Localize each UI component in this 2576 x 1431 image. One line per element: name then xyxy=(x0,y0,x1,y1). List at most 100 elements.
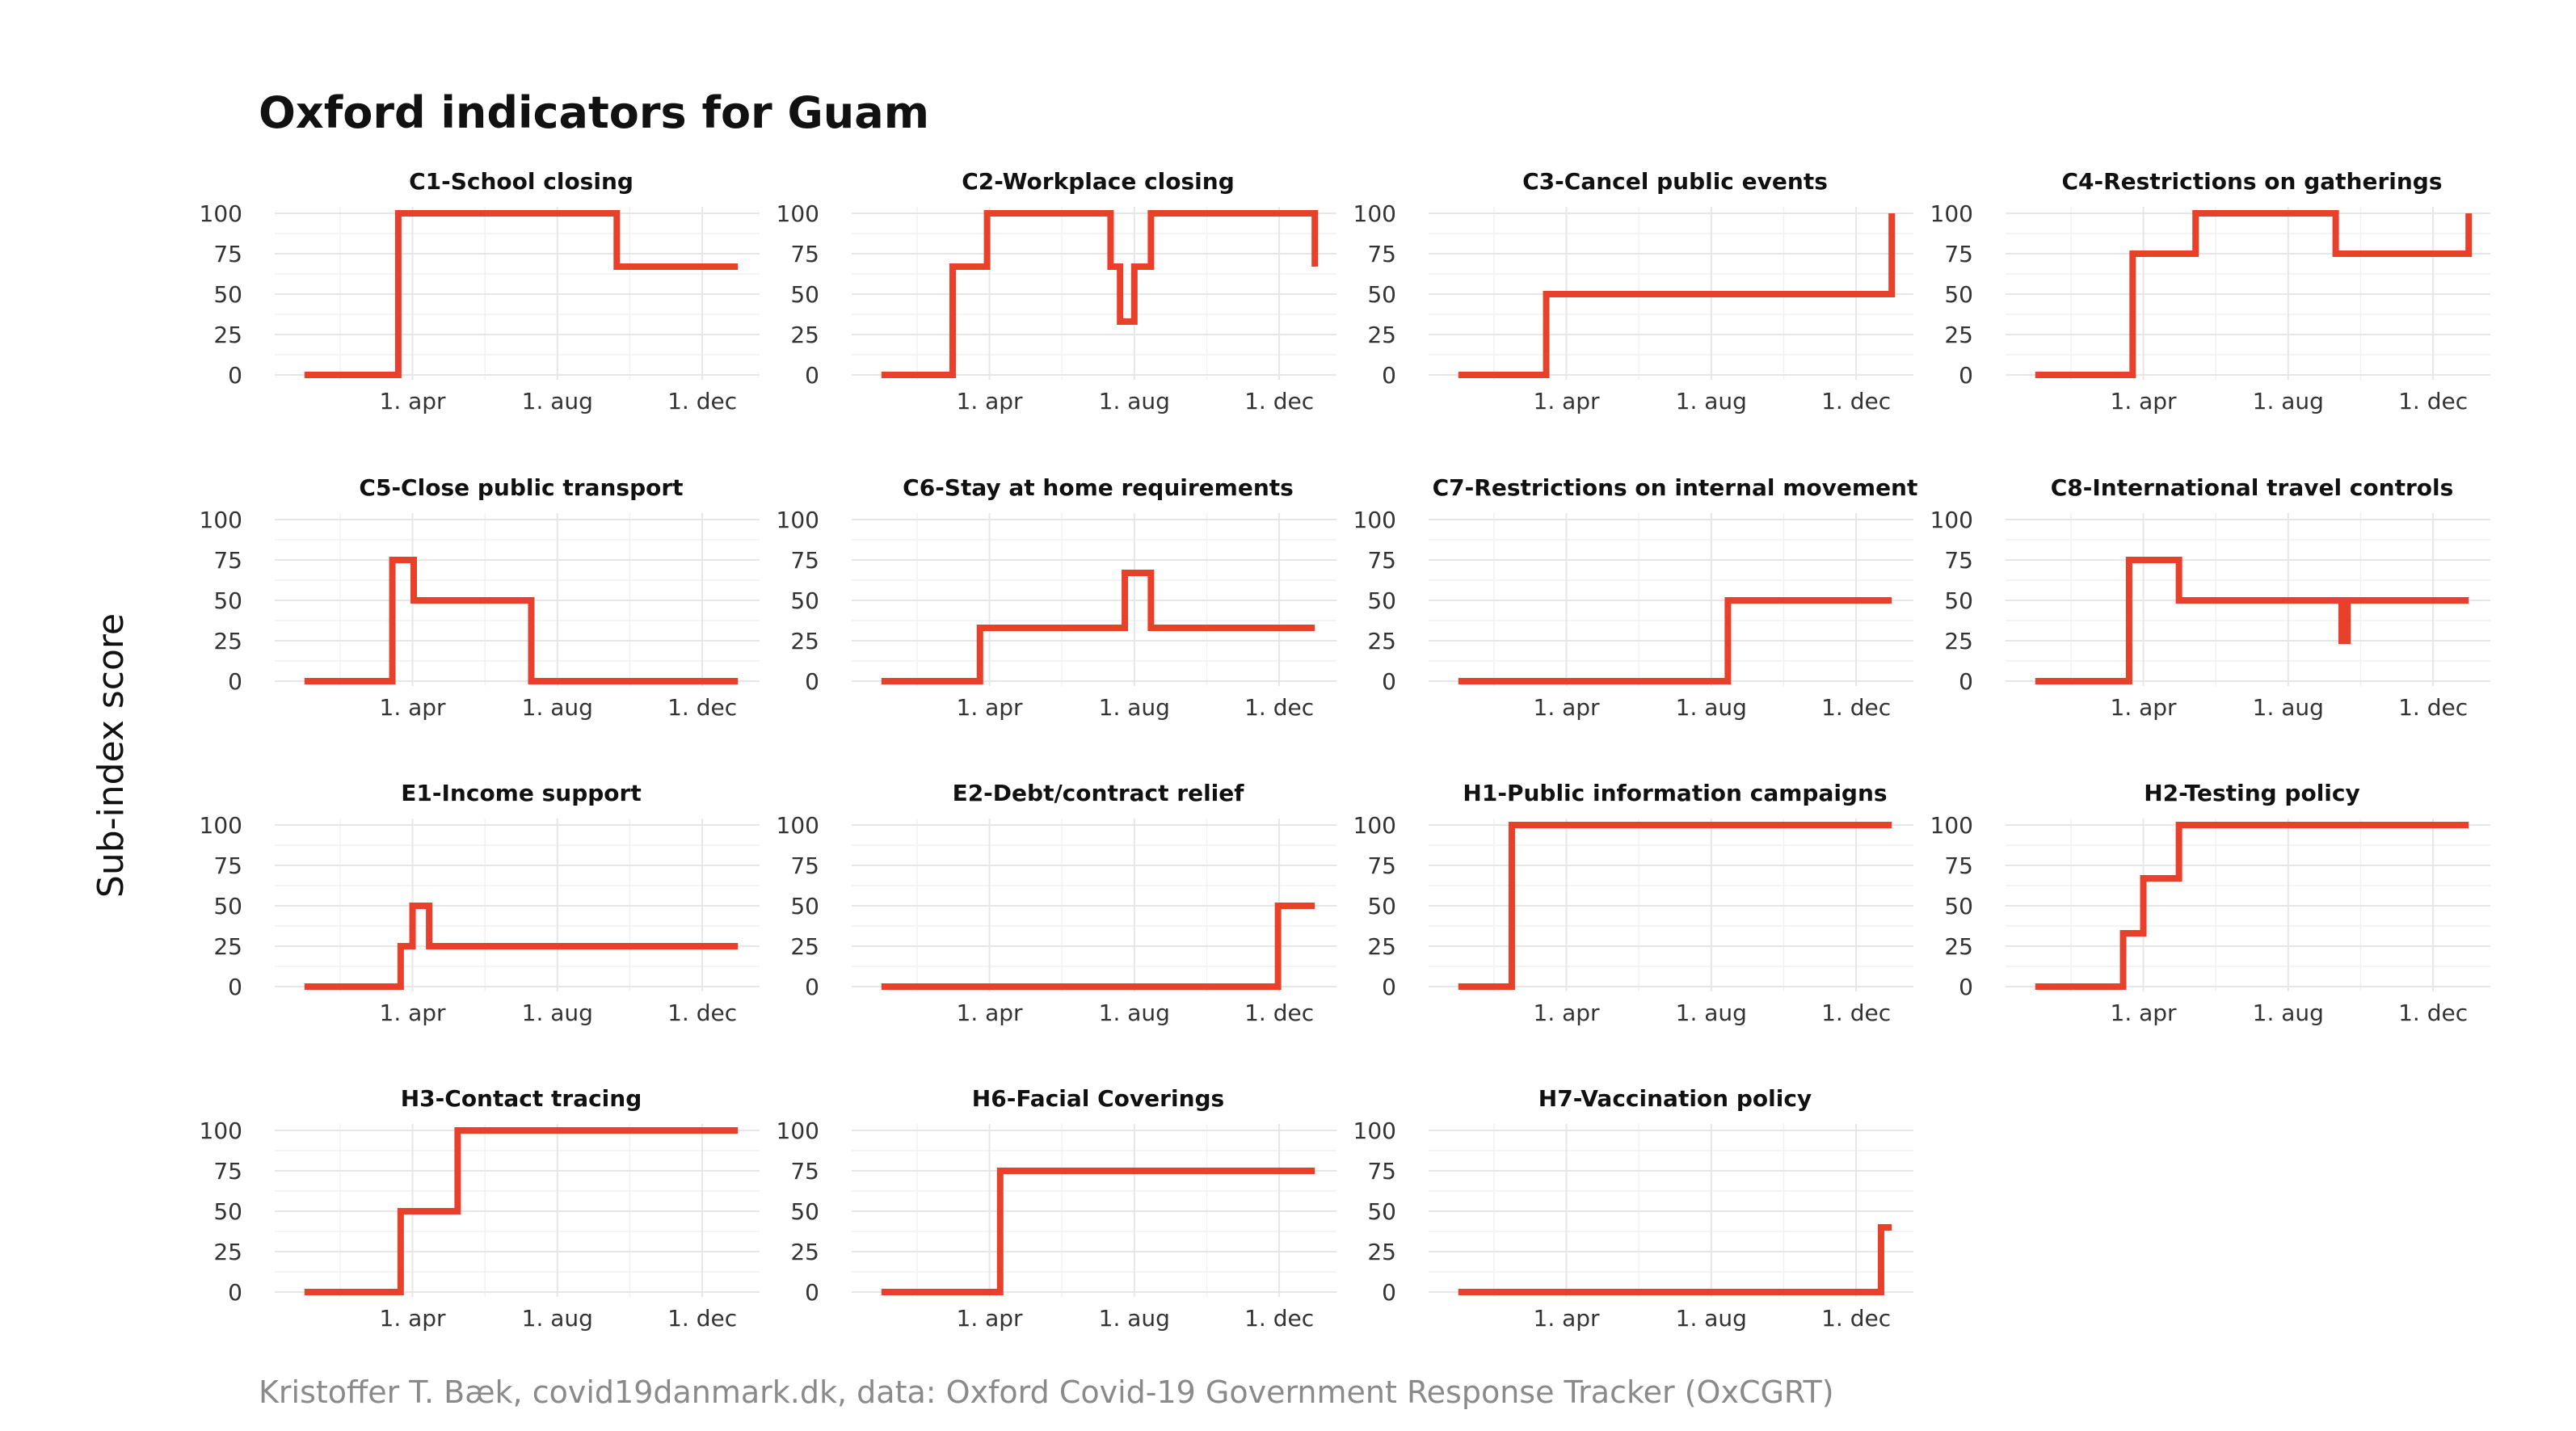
x-tick-label: 1. dec xyxy=(2398,694,2468,721)
series-line xyxy=(2035,557,2469,684)
panel-title: C4-Restrictions on gatherings xyxy=(2061,168,2442,195)
y-tick-label: 100 xyxy=(200,812,242,839)
panel: 0 25 50 75 100 1. apr 1. aug 1. dec H3-Contact t… xyxy=(200,1085,760,1332)
y-tick-label: 25 xyxy=(1367,628,1396,654)
x-tick-label: 1. apr xyxy=(1534,1000,1601,1026)
panel-title: E1-Income support xyxy=(401,780,641,806)
y-tick-label: 100 xyxy=(777,507,819,533)
series-line xyxy=(881,210,1319,378)
panel: 0 25 50 75 100 1. apr 1. aug 1. dec C7-Restricti… xyxy=(1353,474,1918,721)
x-tick-label: 1. apr xyxy=(957,694,1024,721)
panel-title: E2-Debt/contract relief xyxy=(953,780,1245,806)
series-line xyxy=(1458,597,1892,684)
panel-title: H7-Vaccination policy xyxy=(1538,1085,1812,1112)
y-tick-label: 50 xyxy=(790,1198,819,1225)
series-line xyxy=(304,557,739,684)
x-tick-label: 1. dec xyxy=(1244,694,1314,721)
y-tick-label: 50 xyxy=(1367,893,1396,920)
x-tick-label: 1. apr xyxy=(957,388,1024,415)
y-tick-label: 75 xyxy=(213,1158,242,1185)
series-line xyxy=(881,1168,1315,1295)
x-tick-label: 1. aug xyxy=(522,1305,593,1332)
x-tick-label: 1. apr xyxy=(380,1305,447,1332)
y-tick-label: 100 xyxy=(777,200,819,227)
x-tick-label: 1. apr xyxy=(1534,388,1601,415)
panel-title: C1-School closing xyxy=(409,168,633,195)
x-tick-label: 1. aug xyxy=(522,694,593,721)
y-tick-label: 75 xyxy=(213,241,242,267)
x-tick-label: 1. dec xyxy=(1821,694,1891,721)
x-tick-label: 1. aug xyxy=(1099,388,1170,415)
y-tick-label: 25 xyxy=(213,628,242,654)
y-tick-label: 50 xyxy=(1944,587,1973,614)
x-tick-label: 1. dec xyxy=(667,388,737,415)
panel: 0 25 50 75 100 1. apr 1. aug 1. dec C1-School cl… xyxy=(200,168,760,415)
y-tick-label: 0 xyxy=(805,1279,819,1306)
y-tick-label: 75 xyxy=(1367,241,1396,267)
y-tick-label: 25 xyxy=(213,1239,242,1265)
y-tick-label: 25 xyxy=(790,322,819,348)
y-tick-label: 25 xyxy=(1367,322,1396,348)
y-tick-label: 75 xyxy=(790,547,819,574)
x-tick-label: 1. apr xyxy=(1534,1305,1601,1332)
panel: 0 25 50 75 100 1. apr 1. aug 1. dec H2-Testing p… xyxy=(1930,780,2490,1026)
y-tick-label: 50 xyxy=(1944,893,1973,920)
y-tick-label: 0 xyxy=(805,362,819,389)
chart-title: Oxford indicators for Guam xyxy=(259,87,929,138)
y-tick-label: 75 xyxy=(1367,852,1396,879)
x-tick-label: 1. aug xyxy=(522,388,593,415)
y-tick-label: 75 xyxy=(1944,547,1973,574)
panel: 0 25 50 75 100 1. apr 1. aug 1. dec H7-Vaccinati… xyxy=(1353,1085,1913,1332)
y-tick-label: 0 xyxy=(1959,974,1973,1000)
x-tick-label: 1. dec xyxy=(667,1000,737,1026)
panel-title: C8-International travel controls xyxy=(2051,474,2454,501)
y-tick-label: 75 xyxy=(1367,547,1396,574)
x-tick-label: 1. apr xyxy=(380,694,447,721)
panel: 0 25 50 75 100 1. apr 1. aug 1. dec C4-Restricti… xyxy=(1930,168,2490,415)
y-tick-label: 75 xyxy=(790,852,819,879)
x-tick-label: 1. apr xyxy=(380,1000,447,1026)
x-tick-label: 1. aug xyxy=(2253,694,2324,721)
y-tick-label: 50 xyxy=(1367,281,1396,308)
x-tick-label: 1. dec xyxy=(1821,1000,1891,1026)
series-line xyxy=(2035,822,2469,990)
panels: 0 25 50 75 100 1. apr 1. aug 1. dec C1-School cl… xyxy=(200,168,2490,1332)
y-tick-label: 50 xyxy=(213,1198,242,1225)
y-tick-label: 25 xyxy=(1944,322,1973,348)
panel: 0 25 50 75 100 1. apr 1. aug 1. dec C2-Workplace… xyxy=(777,168,1336,415)
y-tick-label: 50 xyxy=(213,893,242,920)
x-tick-label: 1. apr xyxy=(380,388,447,415)
x-tick-label: 1. aug xyxy=(1676,1305,1747,1332)
y-tick-label: 100 xyxy=(1930,200,1973,227)
y-tick-label: 0 xyxy=(805,668,819,695)
x-tick-label: 1. aug xyxy=(522,1000,593,1026)
y-tick-label: 0 xyxy=(228,362,242,389)
y-tick-label: 75 xyxy=(1367,1158,1396,1185)
y-tick-label: 0 xyxy=(1382,1279,1396,1306)
panel: 0 25 50 75 100 1. apr 1. aug 1. dec C8-Internati… xyxy=(1930,474,2490,721)
x-tick-label: 1. aug xyxy=(2253,388,2324,415)
x-tick-label: 1. apr xyxy=(2111,694,2178,721)
y-tick-label: 100 xyxy=(1353,812,1396,839)
y-tick-label: 100 xyxy=(1353,507,1396,533)
y-tick-label: 0 xyxy=(228,974,242,1000)
panel-title: H6-Facial Coverings xyxy=(972,1085,1224,1112)
x-tick-label: 1. dec xyxy=(667,694,737,721)
x-tick-label: 1. apr xyxy=(1534,694,1601,721)
panel-title: H2-Testing policy xyxy=(2144,780,2360,806)
series-line xyxy=(1458,1224,1892,1295)
y-tick-label: 25 xyxy=(1944,628,1973,654)
y-tick-label: 50 xyxy=(790,281,819,308)
y-tick-label: 75 xyxy=(213,852,242,879)
y-tick-label: 25 xyxy=(790,933,819,960)
y-tick-label: 50 xyxy=(213,281,242,308)
y-tick-label: 75 xyxy=(790,1158,819,1185)
y-tick-label: 100 xyxy=(1930,507,1973,533)
x-tick-label: 1. aug xyxy=(1676,1000,1747,1026)
x-tick-label: 1. dec xyxy=(1244,1000,1314,1026)
series-line xyxy=(1458,822,1892,990)
y-tick-label: 25 xyxy=(790,628,819,654)
y-tick-label: 0 xyxy=(805,974,819,1000)
y-axis-label: Sub-index score xyxy=(90,613,132,898)
